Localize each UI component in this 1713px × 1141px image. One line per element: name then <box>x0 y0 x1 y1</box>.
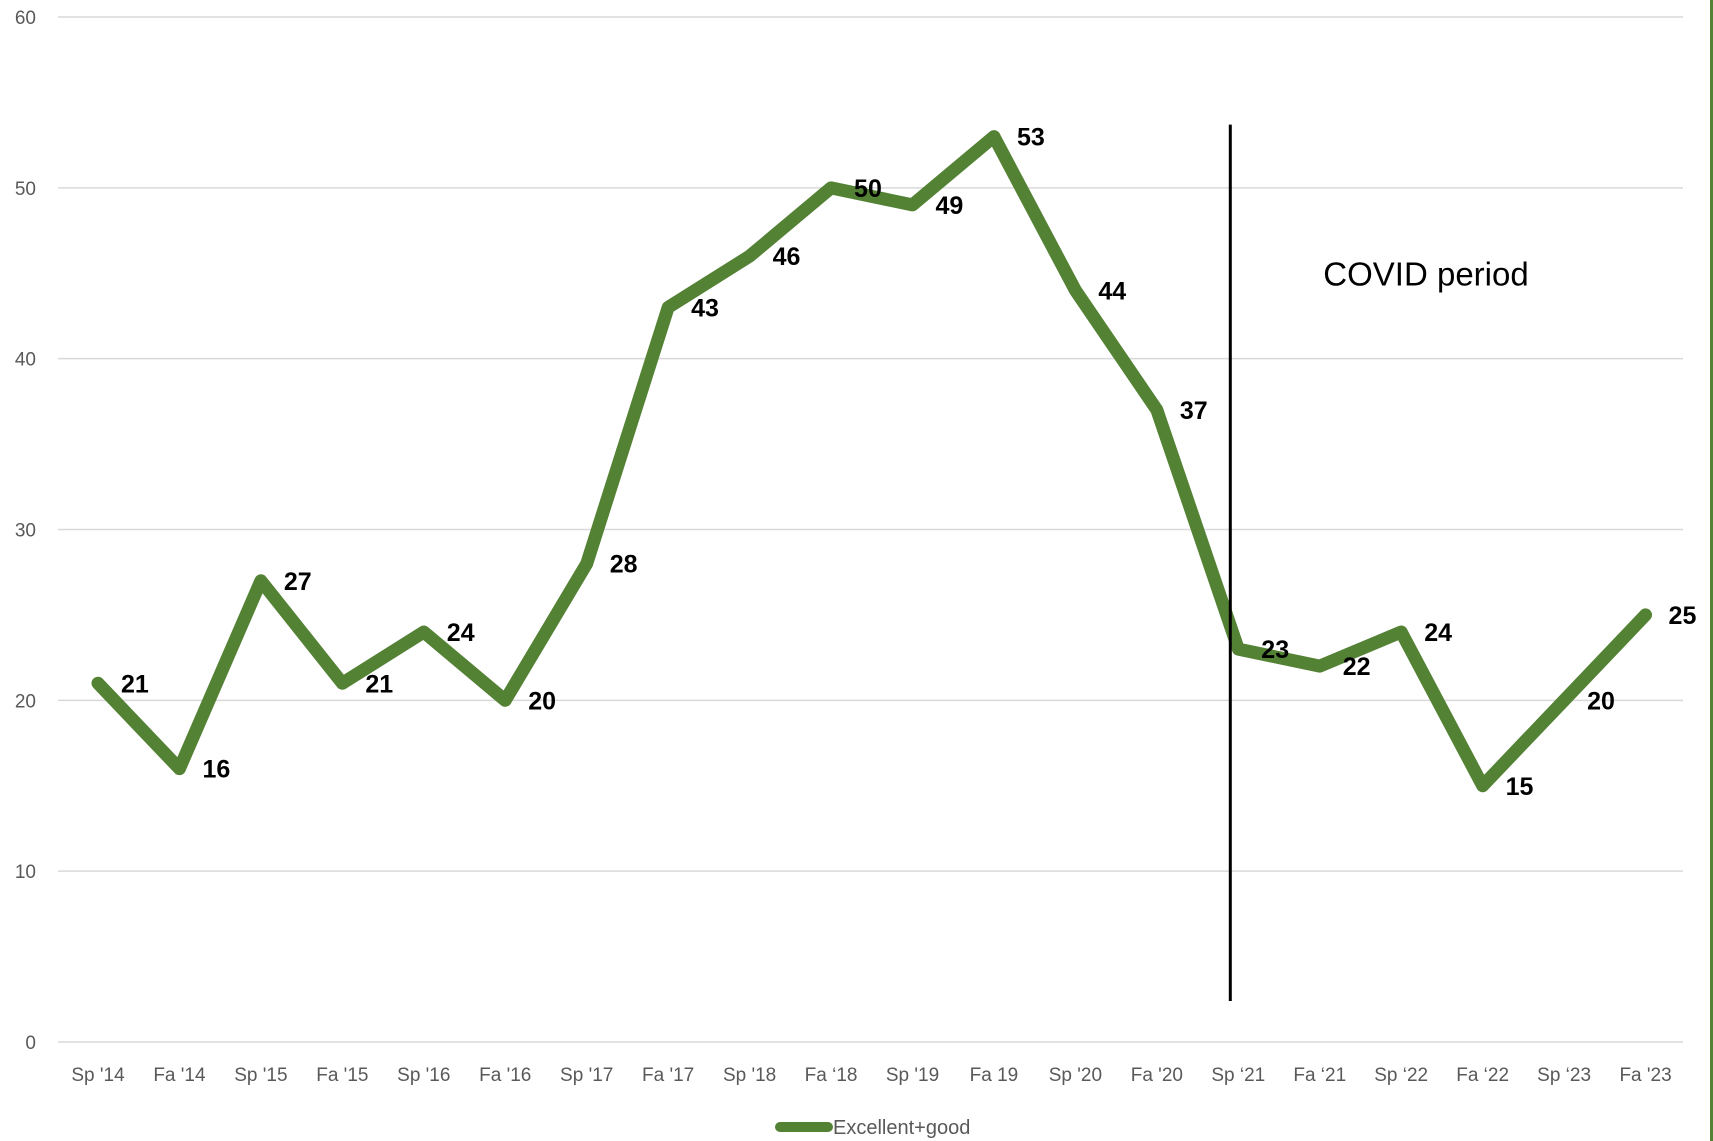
x-tick-label: Fa '14 <box>153 1065 206 1086</box>
data-label: 25 <box>1669 602 1697 630</box>
data-label: 28 <box>610 551 638 579</box>
y-tick-label: 40 <box>15 350 36 371</box>
series-line-excellent-good <box>91 130 1653 793</box>
data-label: 20 <box>528 687 556 715</box>
x-tick-label: Fa '15 <box>316 1065 368 1086</box>
data-labels: 21 16 27 21 24 20 28 43 46 50 49 53 44 37 23 22 24 15 20 25 <box>121 124 1696 801</box>
legend-label: Excellent+good <box>833 1117 970 1139</box>
data-label: 23 <box>1261 636 1289 664</box>
data-label: 43 <box>691 294 719 322</box>
series-lines <box>91 130 1653 793</box>
x-tick-label: Sp ‘22 <box>1374 1065 1428 1086</box>
data-label: 16 <box>202 756 230 784</box>
data-label: 15 <box>1506 773 1534 801</box>
x-axis-tick-labels: Sp '14 Fa '14 Sp '15 Fa '15 Sp '16 Fa '16 Sp '… <box>71 1065 1671 1086</box>
data-label: 22 <box>1343 653 1371 681</box>
y-tick-label: 0 <box>25 1033 36 1054</box>
data-label: 49 <box>936 192 964 220</box>
data-label: 21 <box>365 670 393 698</box>
data-label: 20 <box>1587 687 1615 715</box>
legend: Excellent+good <box>775 1117 970 1139</box>
x-tick-label: Sp '17 <box>560 1065 613 1086</box>
x-tick-label: Sp '16 <box>397 1065 450 1086</box>
y-tick-label: 30 <box>15 521 36 542</box>
data-label: 21 <box>121 670 149 698</box>
data-label: 24 <box>447 619 475 647</box>
data-label: 46 <box>773 243 801 271</box>
x-tick-label: Fa 19 <box>970 1065 1019 1086</box>
y-tick-label: 10 <box>15 862 36 883</box>
x-tick-label: Sp '20 <box>1049 1065 1102 1086</box>
data-label: 27 <box>284 568 312 596</box>
x-tick-label: Sp '19 <box>886 1065 939 1086</box>
x-tick-label: Fa ‘21 <box>1293 1065 1346 1086</box>
gridlines <box>58 16 1683 1043</box>
x-tick-label: Fa '17 <box>642 1065 694 1086</box>
data-label: 50 <box>854 175 882 203</box>
x-tick-label: Fa '20 <box>1131 1065 1183 1086</box>
y-axis-tick-labels: 0 10 20 30 40 50 60 <box>15 8 36 1054</box>
data-label: 53 <box>1017 124 1045 152</box>
data-label: 44 <box>1098 277 1126 305</box>
data-label: 24 <box>1424 619 1452 647</box>
y-tick-label: 60 <box>15 8 36 29</box>
covid-annotation: COVID period <box>1228 124 1529 1001</box>
data-label: 37 <box>1180 397 1208 425</box>
x-tick-label: Sp '18 <box>723 1065 776 1086</box>
x-tick-label: Fa '23 <box>1619 1065 1671 1086</box>
x-tick-label: Fa ‘22 <box>1456 1065 1509 1086</box>
y-tick-label: 20 <box>15 691 36 712</box>
x-tick-label: Sp '15 <box>234 1065 287 1086</box>
x-tick-label: Sp ‘23 <box>1537 1065 1591 1086</box>
covid-period-label: COVID period <box>1323 255 1528 292</box>
x-tick-label: Fa '16 <box>479 1065 531 1086</box>
x-tick-label: Sp '14 <box>71 1065 125 1086</box>
right-edge-border <box>1710 0 1713 1141</box>
x-tick-label: Sp ‘21 <box>1211 1065 1265 1086</box>
x-tick-label: Fa ‘18 <box>805 1065 858 1086</box>
y-tick-label: 50 <box>15 179 36 200</box>
